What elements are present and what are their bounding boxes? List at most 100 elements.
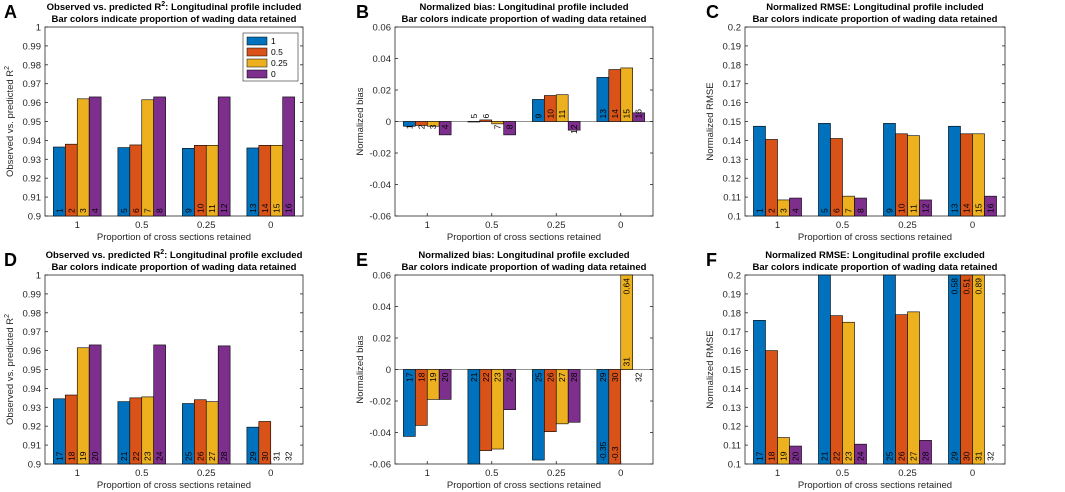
panel-letter: F bbox=[706, 250, 717, 270]
y-tick-label: 0 bbox=[386, 117, 391, 128]
chart-title: Observed vs. predicted R2: Longitudinal … bbox=[46, 249, 303, 261]
x-tick-label: 0 bbox=[618, 220, 623, 231]
bar-index-label: 9 bbox=[884, 208, 894, 213]
y-axis-label: Normalized RMSE bbox=[705, 330, 716, 408]
bar-index-label: 8 bbox=[505, 124, 515, 129]
chart-title: Observed vs. predicted R2: Longitudinal … bbox=[47, 1, 302, 13]
y-tick-label: 0.99 bbox=[23, 41, 42, 52]
bar-index-label: 11 bbox=[557, 109, 567, 118]
bar bbox=[53, 146, 66, 217]
bar bbox=[65, 143, 78, 217]
bar-index-label: 27 bbox=[557, 372, 567, 382]
x-tick-label: 0.25 bbox=[197, 220, 216, 231]
y-axis-label: Observed vs. predicted R2 bbox=[4, 66, 16, 177]
x-tick-label: 0.5 bbox=[836, 220, 849, 231]
bar-index-label: 19 bbox=[428, 372, 438, 382]
bar-index-label: 3 bbox=[78, 208, 88, 213]
bar-index-label: 30 bbox=[961, 451, 971, 461]
bar-index-label: 17 bbox=[404, 372, 414, 382]
y-tick-label: 0.95 bbox=[23, 365, 42, 376]
y-tick-label: -0.04 bbox=[369, 428, 391, 439]
y-tick-label: 0.96 bbox=[23, 98, 42, 109]
bar bbox=[632, 112, 645, 122]
chart-subtitle: Bar colors indicate proportion of wading… bbox=[402, 14, 647, 25]
bar bbox=[503, 369, 516, 410]
x-tick-label: 1 bbox=[75, 468, 80, 479]
bar-index-label: 31 bbox=[272, 451, 282, 461]
bar-index-label: 25 bbox=[884, 451, 894, 461]
y-tick-label: 0.93 bbox=[23, 155, 42, 166]
bar bbox=[88, 344, 102, 465]
bar-index-label: 20 bbox=[791, 451, 801, 461]
bar-index-label: 21 bbox=[469, 372, 479, 382]
y-tick-label: 0.17 bbox=[723, 327, 742, 338]
bar bbox=[491, 121, 504, 125]
legend-swatch bbox=[246, 47, 268, 57]
legend-label: 0.25 bbox=[271, 58, 288, 68]
bar bbox=[753, 320, 766, 465]
y-tick-label: 1 bbox=[36, 271, 41, 282]
y-tick-label: 0.13 bbox=[723, 155, 742, 166]
y-tick-label: 0.12 bbox=[723, 422, 742, 433]
y-tick-label: 0.18 bbox=[723, 308, 742, 319]
bar-index-label: 1 bbox=[754, 208, 764, 213]
y-tick-label: 0.19 bbox=[723, 289, 742, 300]
y-tick-label: 0.92 bbox=[23, 422, 42, 433]
bar bbox=[854, 197, 867, 217]
bar bbox=[907, 135, 920, 217]
chart-subtitle: Bar colors indicate proportion of wading… bbox=[402, 262, 647, 273]
bar bbox=[567, 121, 581, 131]
x-tick-label: 1 bbox=[425, 468, 430, 479]
bar bbox=[608, 369, 622, 465]
bar-index-label: 2 bbox=[416, 124, 426, 129]
y-axis-label: Normalized bias bbox=[355, 335, 366, 403]
bar-value-label: 0.64 bbox=[622, 278, 632, 295]
bar-index-label: 16 bbox=[284, 203, 294, 213]
bar-index-label: 31 bbox=[622, 357, 632, 367]
chart-title: Normalized bias: Longitudinal profile ex… bbox=[418, 250, 629, 261]
y-axis-label: Observed vs. predicted R2 bbox=[4, 314, 16, 425]
bar-index-label: 7 bbox=[493, 124, 503, 129]
bar bbox=[217, 96, 231, 217]
bar-index-label: 22 bbox=[131, 451, 141, 461]
bar-index-label: 18 bbox=[66, 451, 76, 461]
panel-letter: E bbox=[356, 250, 368, 270]
x-tick-label: 1 bbox=[75, 220, 80, 231]
bar-index-label: 32 bbox=[284, 451, 294, 461]
x-tick-label: 0.5 bbox=[135, 468, 148, 479]
bar bbox=[88, 96, 102, 217]
bar-index-label: 26 bbox=[545, 372, 555, 382]
y-tick-label: 0.9 bbox=[28, 212, 41, 223]
bar bbox=[842, 321, 855, 465]
bar bbox=[153, 344, 166, 465]
bar-index-label: 5 bbox=[819, 208, 829, 213]
x-tick-label: 0.25 bbox=[197, 468, 216, 479]
y-tick-label: 0.15 bbox=[723, 365, 742, 376]
y-tick-label: 0.98 bbox=[23, 308, 42, 319]
bar-index-label: 18 bbox=[416, 372, 426, 382]
bar-index-label: 32 bbox=[986, 451, 996, 461]
y-tick-label: 0.06 bbox=[373, 271, 392, 282]
x-tick-label: 0.25 bbox=[547, 468, 566, 479]
panel-c: C Normalized RMSE: Longitudinal profile i… bbox=[705, 2, 1006, 243]
bar-index-label: 14 bbox=[610, 109, 620, 119]
x-tick-label: 1 bbox=[775, 468, 780, 479]
panel-letter: B bbox=[356, 2, 369, 22]
bar bbox=[532, 369, 545, 461]
bar-value-label: 0.51 bbox=[961, 278, 971, 295]
x-tick-label: 0 bbox=[268, 468, 273, 479]
bar bbox=[830, 138, 843, 217]
y-tick-label: -0.06 bbox=[369, 212, 391, 223]
bar-index-label: 10 bbox=[195, 203, 205, 213]
y-tick-label: -0.06 bbox=[369, 460, 391, 471]
bar-index-label: 29 bbox=[248, 451, 258, 461]
bar bbox=[258, 421, 272, 465]
bar-index-label: 13 bbox=[598, 109, 608, 119]
bar-index-label: 19 bbox=[78, 451, 88, 461]
bar-value-label: -0.35 bbox=[598, 441, 608, 461]
chart-subtitle: Bar colors indicate proportion of wading… bbox=[52, 14, 297, 25]
bar-index-label: 23 bbox=[844, 451, 854, 461]
panel-d: D Observed vs. predicted R2: Longitudinal… bbox=[4, 249, 304, 491]
chart-title: Normalized bias: Longitudinal profile in… bbox=[419, 2, 628, 13]
